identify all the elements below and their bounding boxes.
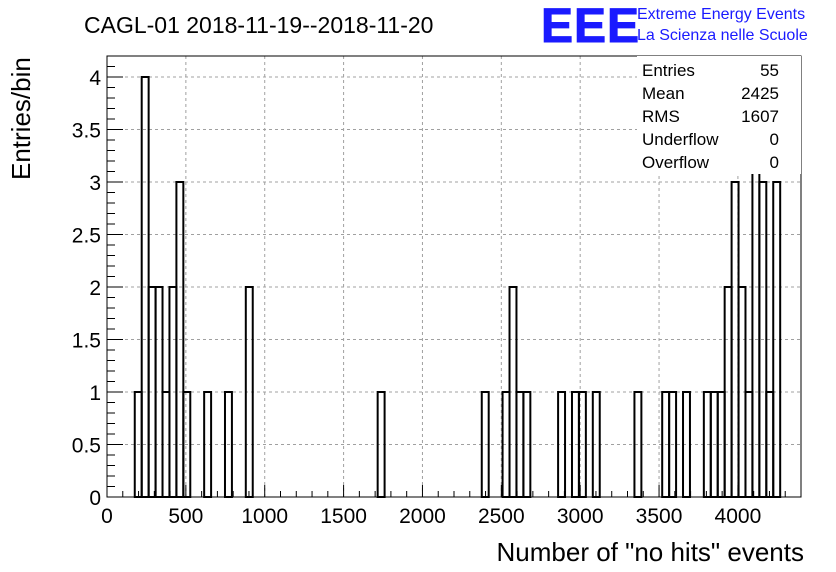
logo-line2: La Scienza nelle Scuole — [637, 27, 808, 44]
x-tick-label: 3000 — [557, 505, 604, 528]
axis-ticks: 0 500 1000 1500 2000 2500 3000 3500 4000 0 0.5 1 1.5… — [72, 66, 786, 528]
stat-value: 0 — [770, 130, 779, 149]
stat-label: Entries — [642, 61, 695, 80]
y-axis-title: Entries/bin — [6, 57, 36, 180]
stats-box: Entries 55 Mean 2425 RMS 1607 Underflow 0 Overfl… — [637, 56, 801, 174]
stat-value: 1607 — [741, 107, 779, 126]
eee-logo: EEE Extreme Energy Events La Scienza nel… — [541, 0, 808, 54]
y-tick-label: 2 — [89, 277, 101, 300]
y-tick-label: 3.5 — [72, 120, 101, 143]
x-tick-label: 4000 — [715, 505, 762, 528]
x-tick-label: 1500 — [320, 505, 367, 528]
y-tick-label: 0 — [89, 487, 101, 510]
x-tick-label: 500 — [168, 505, 203, 528]
y-tick-label: 1.5 — [72, 330, 101, 353]
x-tick-label: 0 — [101, 505, 113, 528]
stat-label: Overflow — [642, 153, 710, 172]
logo-mark: EEE — [541, 0, 640, 53]
stat-label: RMS — [642, 107, 680, 126]
x-tick-label: 1000 — [241, 505, 288, 528]
stat-value: 0 — [770, 153, 779, 172]
stats-background — [637, 56, 801, 174]
x-tick-label: 3500 — [636, 505, 683, 528]
stat-label: Mean — [642, 84, 685, 103]
x-axis-title: Number of "no hits" events — [497, 537, 805, 567]
stat-value: 2425 — [741, 84, 779, 103]
y-tick-label: 3 — [89, 172, 101, 195]
logo-line1: Extreme Energy Events — [637, 6, 805, 23]
x-tick-label: 2000 — [399, 505, 446, 528]
y-tick-label: 1 — [89, 382, 101, 405]
chart-title: CAGL-01 2018-11-19--2018-11-20 — [84, 12, 433, 38]
y-tick-label: 2.5 — [72, 225, 101, 248]
y-tick-label: 0.5 — [72, 435, 101, 458]
stat-value: 55 — [760, 61, 779, 80]
stat-label: Underflow — [642, 130, 719, 149]
y-tick-label: 4 — [89, 67, 101, 90]
x-tick-label: 2500 — [478, 505, 525, 528]
